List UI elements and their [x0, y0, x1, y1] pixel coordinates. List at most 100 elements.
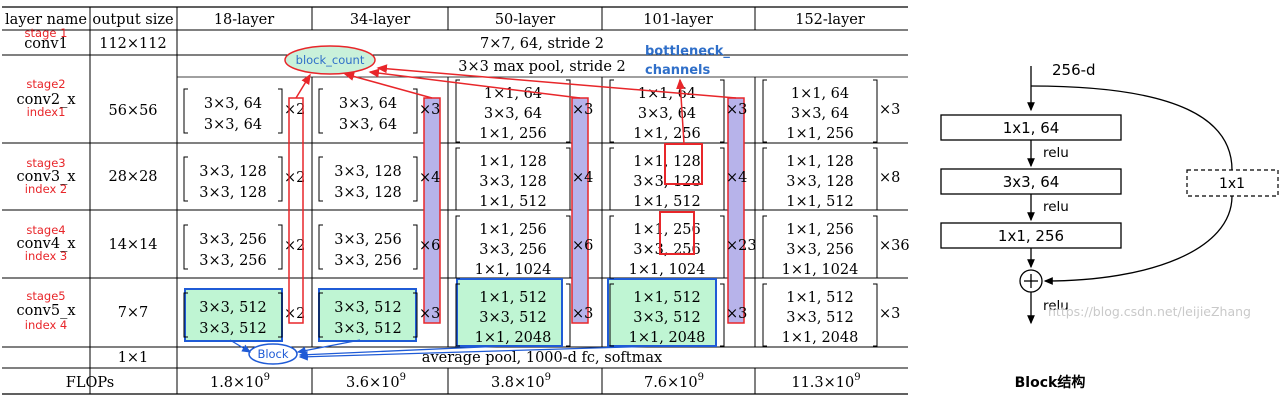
bracket-right: [566, 79, 571, 143]
bracket-right: [413, 88, 418, 134]
flops-label: FLOPs: [66, 375, 114, 391]
bracket-right: [873, 147, 878, 211]
bracket-left: [762, 215, 767, 279]
block-multiplier: ×3: [726, 102, 747, 118]
count-bar-50: [571, 97, 589, 324]
bottleneck-label-2: channels: [645, 63, 711, 78]
column-header: 152-layer: [795, 12, 865, 28]
layer-name: conv3_x: [16, 169, 75, 185]
bracket-right: [873, 283, 878, 347]
layer-spec: 3×3, 256: [199, 253, 267, 269]
bracket-left: [609, 79, 614, 143]
layer-box: [940, 114, 1122, 141]
block-count-ellipse: [284, 45, 376, 75]
block-multiplier: ×3: [879, 102, 900, 118]
block-count-arrow: [376, 64, 737, 99]
block-multiplier: ×6: [419, 238, 440, 254]
layer-spec: 1×1, 512: [479, 194, 547, 210]
block-count-arrow: [343, 72, 433, 99]
block-cell: 3×3, 512 3×3, 512 ×2: [183, 292, 305, 338]
span-cell: 3×3 max pool, stride 2: [458, 59, 626, 75]
output-size: 14×14: [108, 237, 157, 253]
layer-spec: 3×3, 128: [786, 174, 854, 190]
layer-spec: 1×1, 256: [479, 126, 547, 142]
table-grid: [2, 6, 908, 395]
flops-value: 7.6×109: [644, 372, 704, 391]
input-label: 256-d: [1052, 61, 1096, 79]
block-multiplier: ×2: [284, 170, 305, 186]
bracket-right: [278, 224, 283, 270]
diagram-caption: Block结构: [1015, 374, 1086, 391]
bracket-left: [318, 224, 323, 270]
stage-label: stage4: [26, 223, 65, 237]
layer-spec: 3×3, 64: [204, 96, 262, 112]
block-diagram: 256-d 1x1, 64 3x3, 64 1x1, 256 relu relu relu 1…: [940, 61, 1279, 391]
layer-spec: 1×1, 128: [479, 154, 547, 170]
layer-spec: 3×3, 256: [334, 253, 402, 269]
layer-spec: 3×3, 128: [199, 185, 267, 201]
block-multiplier: ×4: [572, 170, 593, 186]
flops-value: 1.8×109: [210, 372, 270, 391]
layer-spec: 3×3, 64: [339, 96, 397, 112]
block-multiplier: ×2: [284, 238, 305, 254]
index-label: index 3: [25, 249, 67, 263]
bracket-left: [183, 156, 188, 202]
bracket-left: [609, 215, 614, 279]
relu-label: relu: [1043, 145, 1069, 161]
output-size: 56×56: [108, 103, 157, 119]
green-block-34: [318, 288, 417, 342]
layer-spec: 3×3, 512: [334, 300, 402, 316]
block-arrow: [298, 345, 661, 361]
block-arrow: [229, 339, 252, 353]
bracket-left: [609, 283, 614, 347]
layer-spec: 3×3, 128: [199, 164, 267, 180]
column-header: output size: [92, 12, 173, 28]
layer-spec: 1×1, 1024: [782, 262, 859, 278]
block-cell: 1×1, 128 3×3, 128 1×1, 512 ×8: [762, 147, 900, 211]
column-header: 50-layer: [495, 12, 555, 28]
block-count-arrow: [368, 68, 581, 99]
layer-spec: 1×1, 64: [484, 86, 542, 102]
column-header: 34-layer: [350, 12, 410, 28]
output-size: 28×28: [108, 169, 157, 185]
bracket-left: [455, 147, 460, 211]
block-multiplier: ×3: [879, 306, 900, 322]
block-cell: 1×1, 256 3×3, 256 1×1, 1024 ×6: [455, 215, 593, 279]
column-header: 101-layer: [643, 12, 713, 28]
layer-name: conv5_x: [16, 303, 75, 319]
bracket-left: [609, 147, 614, 211]
index-label: index 4: [25, 318, 67, 332]
stage-label: stage5: [26, 289, 65, 303]
layer-spec: 3×3, 64: [339, 117, 397, 133]
layer-spec: 3×3, 64: [204, 117, 262, 133]
output-size: 112×112: [99, 36, 167, 52]
block-multiplier: ×3: [572, 306, 593, 322]
layer-spec: 1×1, 512: [786, 290, 854, 306]
bracket-left: [318, 292, 323, 338]
block-multiplier: ×3: [572, 102, 593, 118]
layer-spec: 1×1, 128: [786, 154, 854, 170]
bracket-right: [566, 147, 571, 211]
block-multiplier: ×2: [284, 102, 305, 118]
bracket-left: [762, 283, 767, 347]
block-count-label: block_count: [296, 53, 365, 67]
block-cell: 1×1, 512 3×3, 512 1×1, 2048 ×3: [455, 283, 593, 347]
layer-name: conv1: [24, 36, 68, 52]
span-cell: 7×7, 64, stride 2: [480, 36, 604, 52]
layer-spec: 1×1, 1024: [475, 262, 552, 278]
column-header: 18-layer: [214, 12, 274, 28]
layer-spec: 3×3, 256: [334, 232, 402, 248]
block-cell: 3×3, 512 3×3, 512 ×3: [318, 292, 440, 338]
bracket-right: [278, 88, 283, 134]
layer-name: conv2_x: [16, 92, 75, 108]
block-multiplier: ×4: [726, 170, 747, 186]
block-cell: 3×3, 128 3×3, 128 ×2: [183, 156, 305, 202]
bracket-left: [762, 147, 767, 211]
block-multiplier: ×3: [419, 306, 440, 322]
bracket-right: [873, 215, 878, 279]
table-text: layer name output size 18-layer 34-layer 50-…: [5, 12, 910, 391]
block-multiplier: ×23: [726, 238, 757, 254]
